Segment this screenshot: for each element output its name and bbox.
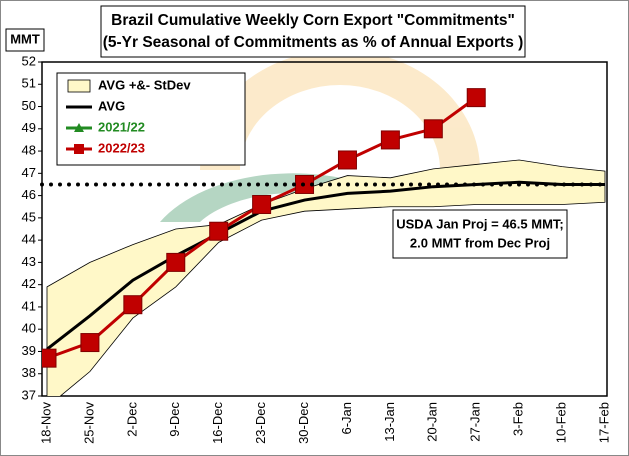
x-tick-label: 18-Nov bbox=[38, 402, 53, 444]
y-tick-label: 46 bbox=[22, 187, 36, 202]
annotation: 2.0 MMT from Dec Proj bbox=[410, 235, 550, 250]
legend-label: AVG bbox=[98, 98, 125, 113]
x-tick-label: 27-Jan bbox=[468, 402, 483, 442]
data-point bbox=[337, 150, 357, 170]
legend-label: 2021/22 bbox=[98, 119, 145, 134]
data-point bbox=[209, 221, 229, 241]
y-tick-label: 42 bbox=[22, 276, 36, 291]
x-tick-label: 30-Dec bbox=[296, 402, 311, 444]
x-tick-label: 17-Feb bbox=[596, 402, 611, 443]
chart-title: Brazil Cumulative Weekly Corn Export "Co… bbox=[111, 12, 515, 29]
y-tick-label: 50 bbox=[22, 98, 36, 113]
legend-label: AVG +&- StDev bbox=[98, 77, 191, 92]
data-point bbox=[380, 130, 400, 150]
y-tick-label: 37 bbox=[22, 387, 36, 402]
series-line bbox=[46, 180, 605, 351]
chart-title: (5-Yr Seasonal of Commitments as % of An… bbox=[103, 34, 524, 51]
title-box bbox=[100, 5, 526, 58]
y-tick-label: 52 bbox=[22, 53, 36, 68]
plot-clip bbox=[42, 88, 606, 396]
y-tick-label: 45 bbox=[22, 209, 36, 224]
y-tick-label: 41 bbox=[22, 298, 36, 313]
data-point bbox=[42, 348, 57, 368]
x-tick-label: 10-Feb bbox=[554, 402, 569, 443]
x-tick-label: 25-Nov bbox=[81, 402, 96, 444]
x-tick-label: 6-Jan bbox=[339, 402, 354, 435]
data-point bbox=[423, 119, 443, 139]
annotation: USDA Jan Proj = 46.5 MMT; bbox=[396, 216, 563, 231]
data-point bbox=[252, 195, 272, 215]
y-tick-label: 51 bbox=[22, 76, 36, 91]
x-tick-label: 9-Dec bbox=[167, 402, 182, 437]
y-tick-label: 43 bbox=[22, 254, 36, 269]
plot-area bbox=[41, 61, 608, 397]
y-tick-label: 49 bbox=[22, 120, 36, 135]
x-tick-label: 16-Dec bbox=[210, 402, 225, 444]
x-tick-label: 20-Jan bbox=[425, 402, 440, 442]
data-point bbox=[166, 252, 186, 272]
data-point bbox=[466, 88, 486, 108]
legend-label: 2022/23 bbox=[98, 140, 145, 155]
legend-marker bbox=[74, 144, 84, 154]
y-axis-label-box bbox=[5, 28, 45, 52]
x-tick-label: 3-Feb bbox=[511, 402, 526, 436]
legend-swatch bbox=[67, 79, 91, 93]
legend-marker bbox=[74, 123, 84, 132]
x-tick-label: 2-Dec bbox=[124, 402, 139, 437]
data-point bbox=[123, 295, 143, 315]
y-tick-label: 48 bbox=[22, 143, 36, 158]
y-axis-label: MMT bbox=[10, 31, 40, 46]
x-tick-label: 23-Dec bbox=[253, 402, 268, 444]
y-tick-label: 39 bbox=[22, 343, 36, 358]
x-tick-label: 13-Jan bbox=[382, 402, 397, 442]
data-point bbox=[80, 333, 100, 353]
y-tick-label: 44 bbox=[22, 232, 36, 247]
y-tick-label: 40 bbox=[22, 321, 36, 336]
y-tick-label: 47 bbox=[22, 165, 36, 180]
y-tick-label: 38 bbox=[22, 365, 36, 380]
annotation-box bbox=[392, 209, 568, 259]
